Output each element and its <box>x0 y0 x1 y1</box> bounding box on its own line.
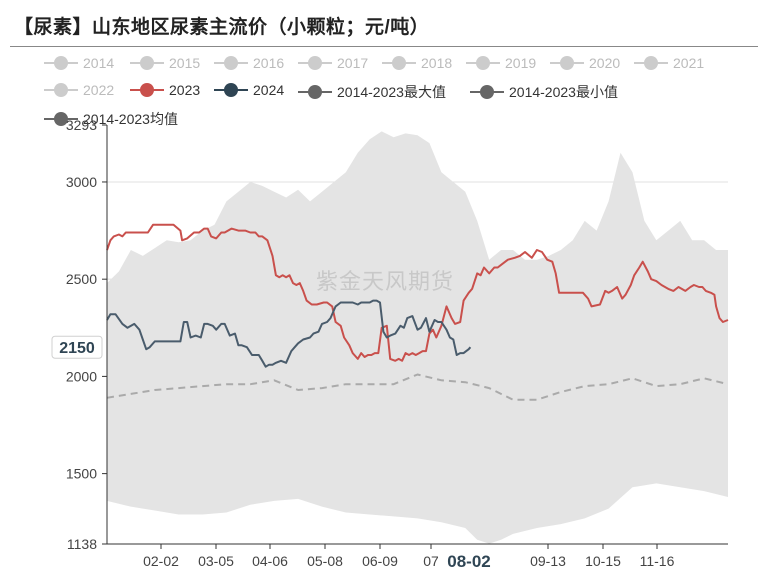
x-pointer-label: 08-02 <box>447 552 490 571</box>
x-tick-label: 04-06 <box>252 553 288 569</box>
legend-symbol-icon <box>214 83 248 97</box>
legend-symbol-icon <box>470 85 504 99</box>
legend-symbol-icon <box>214 56 248 70</box>
y-tick-label: 1500 <box>66 466 97 482</box>
legend-symbol-icon <box>298 56 332 70</box>
y-tick-label: 1138 <box>67 536 97 552</box>
x-tick-label: 06-09 <box>362 553 398 569</box>
y-tick-label: 2500 <box>66 271 97 287</box>
legend-symbol-icon <box>44 112 78 126</box>
x-tick-label: 09-13 <box>530 553 566 569</box>
x-tick-label: 07 <box>423 553 439 569</box>
legend-label: 2014-2023最小值 <box>509 84 618 100</box>
legend-symbol-icon <box>44 56 78 70</box>
x-tick-label: 02-02 <box>143 553 179 569</box>
x-tick-label: 11-16 <box>640 553 675 569</box>
y-pointer-label: 2150 <box>59 340 95 357</box>
x-pointer-box <box>438 547 500 571</box>
legend-item-2022[interactable]: 2022 <box>44 82 114 98</box>
legend-label: 2016 <box>253 55 285 71</box>
legend-item-2018[interactable]: 2018 <box>382 55 452 71</box>
y-tick-label: 3293 <box>66 117 97 133</box>
legend-item-2016[interactable]: 2016 <box>214 55 284 71</box>
legend-symbol-icon <box>298 85 332 99</box>
legend-label: 2014 <box>83 55 115 71</box>
legend-symbol-icon <box>44 83 78 97</box>
y-tick-label: 2000 <box>66 368 97 384</box>
chart-title: 【尿素】山东地区尿素主流价（小颗粒；元/吨） <box>14 17 430 38</box>
legend-item-2021[interactable]: 2021 <box>634 55 704 71</box>
legend-symbol-icon <box>466 56 500 70</box>
legend-item-2020[interactable]: 2020 <box>550 55 620 71</box>
legend-item-2023[interactable]: 2023 <box>130 82 200 98</box>
legend-label: 2024 <box>253 82 285 98</box>
legend-item-2024[interactable]: 2024 <box>214 82 284 98</box>
x-tick-label: 03-05 <box>198 553 234 569</box>
legend-item-2014-2023最小值[interactable]: 2014-2023最小值 <box>470 82 618 102</box>
legend-label: 2022 <box>83 82 115 98</box>
legend-item-2019[interactable]: 2019 <box>466 55 536 71</box>
legend-item-2017[interactable]: 2017 <box>298 55 368 71</box>
legend-label: 2014-2023最大值 <box>337 84 446 100</box>
legend-symbol-icon <box>130 56 164 70</box>
legend-label: 2019 <box>505 55 537 71</box>
legend: 2014 2015 2016 2017 2018 2019 2020 2021 2022 2023… <box>0 52 770 132</box>
series-line-avg <box>106 373 729 401</box>
legend-symbol-icon <box>634 56 668 70</box>
legend-label: 2017 <box>337 55 369 71</box>
x-tick-label: 05-08 <box>307 553 343 569</box>
legend-symbol-icon <box>382 56 416 70</box>
y-tick-label: 3000 <box>66 174 97 190</box>
x-tick-label: 10-15 <box>585 553 621 569</box>
legend-symbol-icon <box>550 56 584 70</box>
series-line-2024 <box>106 299 472 368</box>
series-line-2023 <box>106 223 729 362</box>
legend-label: 2020 <box>589 55 621 71</box>
legend-label: 2014-2023均值 <box>83 111 178 127</box>
legend-item-2014-2023均值[interactable]: 2014-2023均值 <box>44 109 178 129</box>
title-divider <box>10 46 758 47</box>
legend-item-2014-2023最大值[interactable]: 2014-2023最大值 <box>298 82 446 102</box>
range-band-max-min <box>107 131 728 544</box>
y-pointer-box <box>51 335 103 359</box>
watermark: 紫金天风期货 <box>316 269 455 294</box>
legend-item-2015[interactable]: 2015 <box>130 55 200 71</box>
legend-label: 2021 <box>673 55 705 71</box>
legend-label: 2015 <box>169 55 201 71</box>
legend-symbol-icon <box>130 83 164 97</box>
legend-item-2014[interactable]: 2014 <box>44 55 114 71</box>
legend-label: 2018 <box>421 55 453 71</box>
legend-label: 2023 <box>169 82 201 98</box>
